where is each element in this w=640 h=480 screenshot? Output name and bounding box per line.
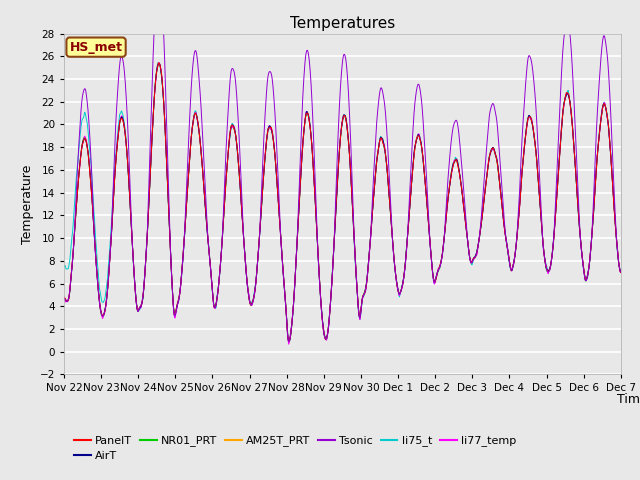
Title: Temperatures: Temperatures — [290, 16, 395, 31]
Legend: PanelT, AirT, NR01_PRT, AM25T_PRT, Tsonic, li75_t, li77_temp: PanelT, AirT, NR01_PRT, AM25T_PRT, Tsoni… — [70, 431, 521, 466]
Y-axis label: Temperature: Temperature — [21, 164, 34, 244]
Text: HS_met: HS_met — [70, 41, 123, 54]
X-axis label: Time: Time — [616, 393, 640, 406]
